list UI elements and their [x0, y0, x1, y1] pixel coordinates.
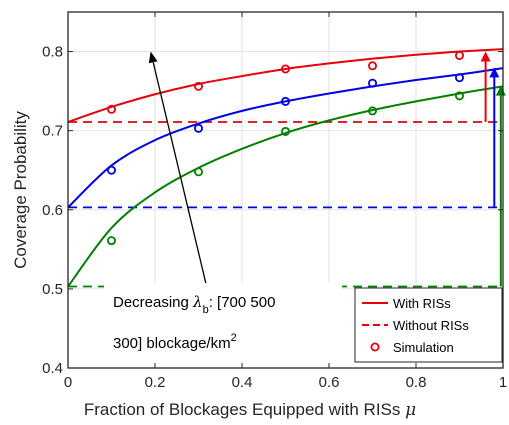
x-tick-label-0: 0 — [64, 374, 72, 391]
legend-label-1: Without RISs — [393, 318, 469, 333]
y-tick-label-3: 0.7 — [42, 123, 63, 140]
plot-frame — [67, 11, 504, 369]
simulation-point-0-2 — [280, 64, 290, 74]
gain-arrow-head-1 — [489, 67, 500, 78]
simulation-point-2-1 — [193, 167, 203, 177]
simulation-point-2-3 — [367, 106, 377, 116]
x-tick-label-4: 0.8 — [406, 374, 427, 391]
simulation-point-1-2 — [280, 96, 290, 106]
annotation-backdrop — [104, 283, 342, 363]
y-tick-label-0: 0.4 — [42, 360, 63, 377]
simulation-point-2-2 — [280, 126, 290, 136]
axes-layer: 0 0.2 0.4 0.6 0.8 1 0.4 0.5 0.6 0.7 0.8 Fraction of… — [11, 11, 507, 420]
legend-label-0: With RISs — [393, 296, 451, 311]
annotation-line-2: 300] blockage/km2 — [113, 332, 237, 352]
x-tick-label-5: 1 — [499, 374, 507, 391]
simulation-point-1-1 — [193, 123, 203, 133]
legend-layer: With RISs Without RISs Simulation — [354, 287, 503, 363]
x-tick-label-1: 0.2 — [145, 374, 166, 391]
with-ris-curve-0 — [67, 48, 504, 123]
data-layer — [67, 48, 504, 288]
x-tick-label-2: 0.4 — [232, 374, 253, 391]
simulation-point-0-0 — [107, 104, 117, 114]
annotation-layer: Decreasing λb: [700 500 300] blockage/km2 — [104, 51, 506, 363]
with-ris-curve-2 — [67, 85, 504, 288]
legend-swatch-2 — [370, 342, 380, 352]
simulation-point-0-4 — [454, 51, 464, 61]
simulation-point-0-3 — [367, 61, 377, 71]
y-tick-label-4: 0.8 — [42, 44, 63, 61]
simulation-point-1-0 — [107, 165, 117, 175]
decreasing-arrow-head — [148, 51, 158, 64]
x-tick-label-3: 0.6 — [319, 374, 340, 391]
gain-arrow-head-0 — [480, 51, 491, 62]
y-axis-label: Coverage Probability — [11, 111, 30, 269]
y-tick-label-2: 0.6 — [42, 202, 63, 219]
simulation-point-2-4 — [454, 91, 464, 101]
y-tick-label-1: 0.5 — [42, 281, 63, 298]
annotation-line-1: Decreasing λb: [700 500 — [113, 293, 275, 316]
x-axis-label: Fraction of Blockages Equipped with RISs… — [84, 400, 416, 420]
simulation-point-1-4 — [454, 73, 464, 83]
legend-label-2: Simulation — [393, 340, 454, 355]
with-ris-curve-1 — [67, 67, 504, 209]
simulation-point-0-1 — [193, 81, 203, 91]
simulation-point-2-0 — [107, 236, 117, 246]
simulation-point-1-3 — [367, 78, 377, 88]
decreasing-arrow-shaft — [152, 62, 208, 290]
